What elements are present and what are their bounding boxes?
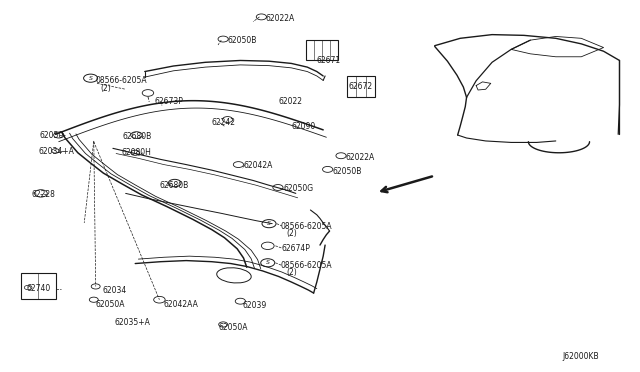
- Text: S: S: [88, 76, 93, 81]
- Text: 62042AA: 62042AA: [163, 300, 198, 310]
- Text: S: S: [267, 221, 271, 226]
- Bar: [347, 76, 376, 97]
- Text: 62034+A: 62034+A: [38, 147, 74, 156]
- Text: 62034: 62034: [102, 286, 126, 295]
- Text: 08566-6205A: 08566-6205A: [96, 76, 147, 85]
- Text: 62050: 62050: [40, 131, 64, 140]
- Text: 62242: 62242: [212, 118, 236, 127]
- Text: 62050A: 62050A: [218, 323, 248, 331]
- Text: 62022A: 62022A: [266, 13, 295, 22]
- Text: 62050B: 62050B: [333, 167, 362, 176]
- Text: 62035+A: 62035+A: [115, 318, 150, 327]
- Bar: [306, 40, 338, 61]
- Text: 62680B: 62680B: [122, 132, 152, 141]
- Text: 62042A: 62042A: [244, 161, 273, 170]
- Text: 62022: 62022: [278, 97, 303, 106]
- Text: 62022A: 62022A: [346, 153, 375, 162]
- Text: J62000KB: J62000KB: [562, 352, 599, 361]
- Text: 62228: 62228: [32, 190, 56, 199]
- Text: 62674P: 62674P: [282, 244, 310, 253]
- Text: 62740: 62740: [27, 284, 51, 293]
- Text: 62039: 62039: [243, 301, 266, 310]
- Text: 62673P: 62673P: [154, 97, 183, 106]
- Text: 62050G: 62050G: [283, 185, 313, 193]
- Text: (2): (2): [287, 230, 298, 238]
- Text: 62050A: 62050A: [96, 300, 125, 309]
- Text: 08566-6205A: 08566-6205A: [280, 260, 332, 269]
- Text: 62050B: 62050B: [228, 36, 257, 45]
- Text: 62672: 62672: [349, 82, 372, 91]
- Text: 62680B: 62680B: [159, 181, 189, 190]
- Text: 62090: 62090: [291, 122, 316, 131]
- Text: 62671: 62671: [317, 56, 341, 65]
- Text: 62080H: 62080H: [121, 148, 151, 157]
- Text: S: S: [266, 260, 269, 265]
- Bar: [20, 273, 56, 299]
- Text: 08566-6205A: 08566-6205A: [280, 222, 332, 231]
- Text: (2): (2): [287, 268, 298, 277]
- Text: (2): (2): [100, 84, 111, 93]
